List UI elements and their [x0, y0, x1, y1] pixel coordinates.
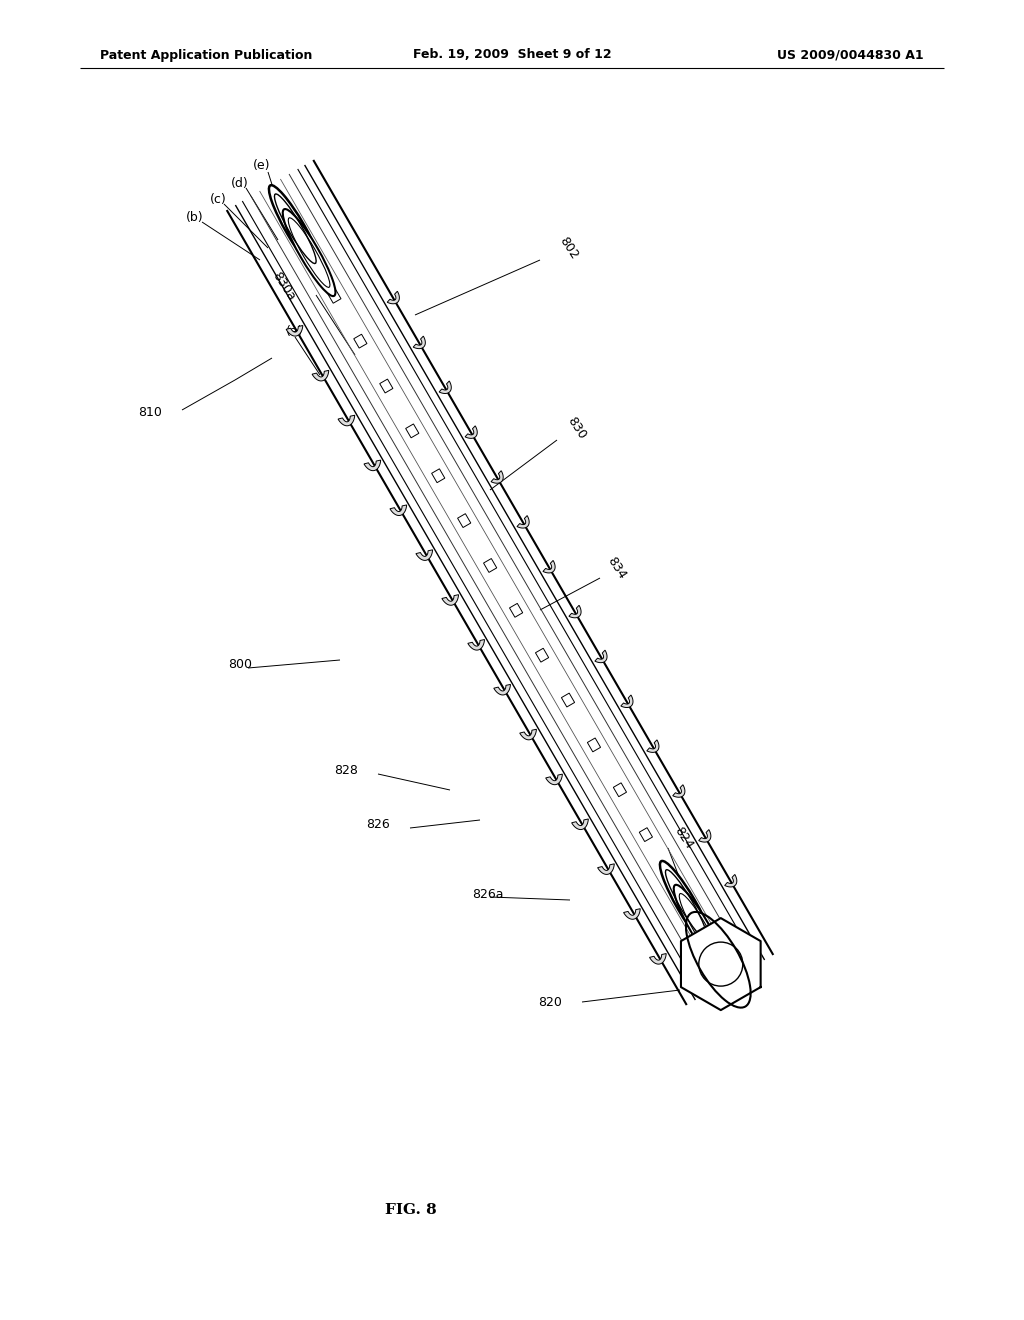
- Polygon shape: [649, 953, 667, 964]
- Text: FIG. 8: FIG. 8: [385, 1203, 437, 1217]
- Text: (e): (e): [253, 158, 270, 172]
- Text: (b): (b): [186, 211, 204, 224]
- Polygon shape: [432, 469, 444, 483]
- Polygon shape: [338, 416, 354, 426]
- Polygon shape: [639, 828, 652, 842]
- Polygon shape: [613, 783, 627, 797]
- Polygon shape: [520, 729, 537, 739]
- Polygon shape: [598, 863, 614, 874]
- Ellipse shape: [269, 185, 322, 272]
- Polygon shape: [494, 684, 511, 694]
- Circle shape: [698, 942, 742, 986]
- Polygon shape: [458, 513, 471, 528]
- Polygon shape: [406, 424, 419, 438]
- Text: US 2009/0044830 A1: US 2009/0044830 A1: [777, 49, 924, 62]
- Polygon shape: [492, 471, 503, 483]
- Polygon shape: [286, 326, 303, 337]
- Polygon shape: [698, 829, 711, 842]
- Polygon shape: [387, 292, 399, 304]
- Polygon shape: [439, 381, 452, 393]
- Text: Feb. 19, 2009  Sheet 9 of 12: Feb. 19, 2009 Sheet 9 of 12: [413, 49, 611, 62]
- Polygon shape: [561, 693, 574, 708]
- Polygon shape: [621, 696, 633, 708]
- Polygon shape: [673, 784, 685, 797]
- Ellipse shape: [674, 884, 726, 972]
- Text: 830: 830: [565, 414, 589, 442]
- Polygon shape: [364, 461, 381, 471]
- Polygon shape: [571, 818, 589, 829]
- Polygon shape: [725, 874, 737, 887]
- Polygon shape: [380, 379, 393, 393]
- Polygon shape: [442, 595, 459, 606]
- Polygon shape: [517, 516, 529, 528]
- Polygon shape: [588, 738, 600, 752]
- Text: 826a: 826a: [472, 888, 504, 902]
- Polygon shape: [624, 908, 640, 919]
- Text: (c): (c): [210, 194, 226, 206]
- Polygon shape: [328, 289, 341, 304]
- Text: 834: 834: [605, 554, 629, 582]
- Polygon shape: [546, 774, 562, 784]
- Polygon shape: [390, 506, 407, 516]
- Polygon shape: [595, 651, 607, 663]
- Text: 802: 802: [557, 235, 581, 261]
- Polygon shape: [510, 603, 522, 618]
- Text: 810: 810: [138, 405, 162, 418]
- Text: (a): (a): [287, 326, 304, 338]
- Polygon shape: [413, 337, 425, 348]
- Text: 828: 828: [334, 763, 358, 776]
- Text: (d): (d): [231, 177, 249, 190]
- Polygon shape: [536, 648, 549, 663]
- Polygon shape: [647, 741, 659, 752]
- Polygon shape: [416, 550, 432, 561]
- Polygon shape: [543, 561, 555, 573]
- Polygon shape: [681, 919, 761, 1010]
- Text: 830a: 830a: [270, 269, 298, 302]
- Text: Patent Application Publication: Patent Application Publication: [100, 49, 312, 62]
- Polygon shape: [468, 639, 484, 651]
- Polygon shape: [483, 558, 497, 573]
- Ellipse shape: [283, 209, 336, 296]
- Polygon shape: [353, 334, 367, 348]
- Text: 826: 826: [367, 818, 390, 832]
- Polygon shape: [569, 606, 581, 618]
- Text: 824: 824: [672, 825, 696, 851]
- Polygon shape: [312, 371, 329, 381]
- Text: 820: 820: [539, 995, 562, 1008]
- Polygon shape: [691, 917, 705, 932]
- Polygon shape: [465, 426, 477, 438]
- Polygon shape: [666, 873, 679, 887]
- Text: 800: 800: [228, 659, 252, 672]
- Ellipse shape: [659, 861, 713, 948]
